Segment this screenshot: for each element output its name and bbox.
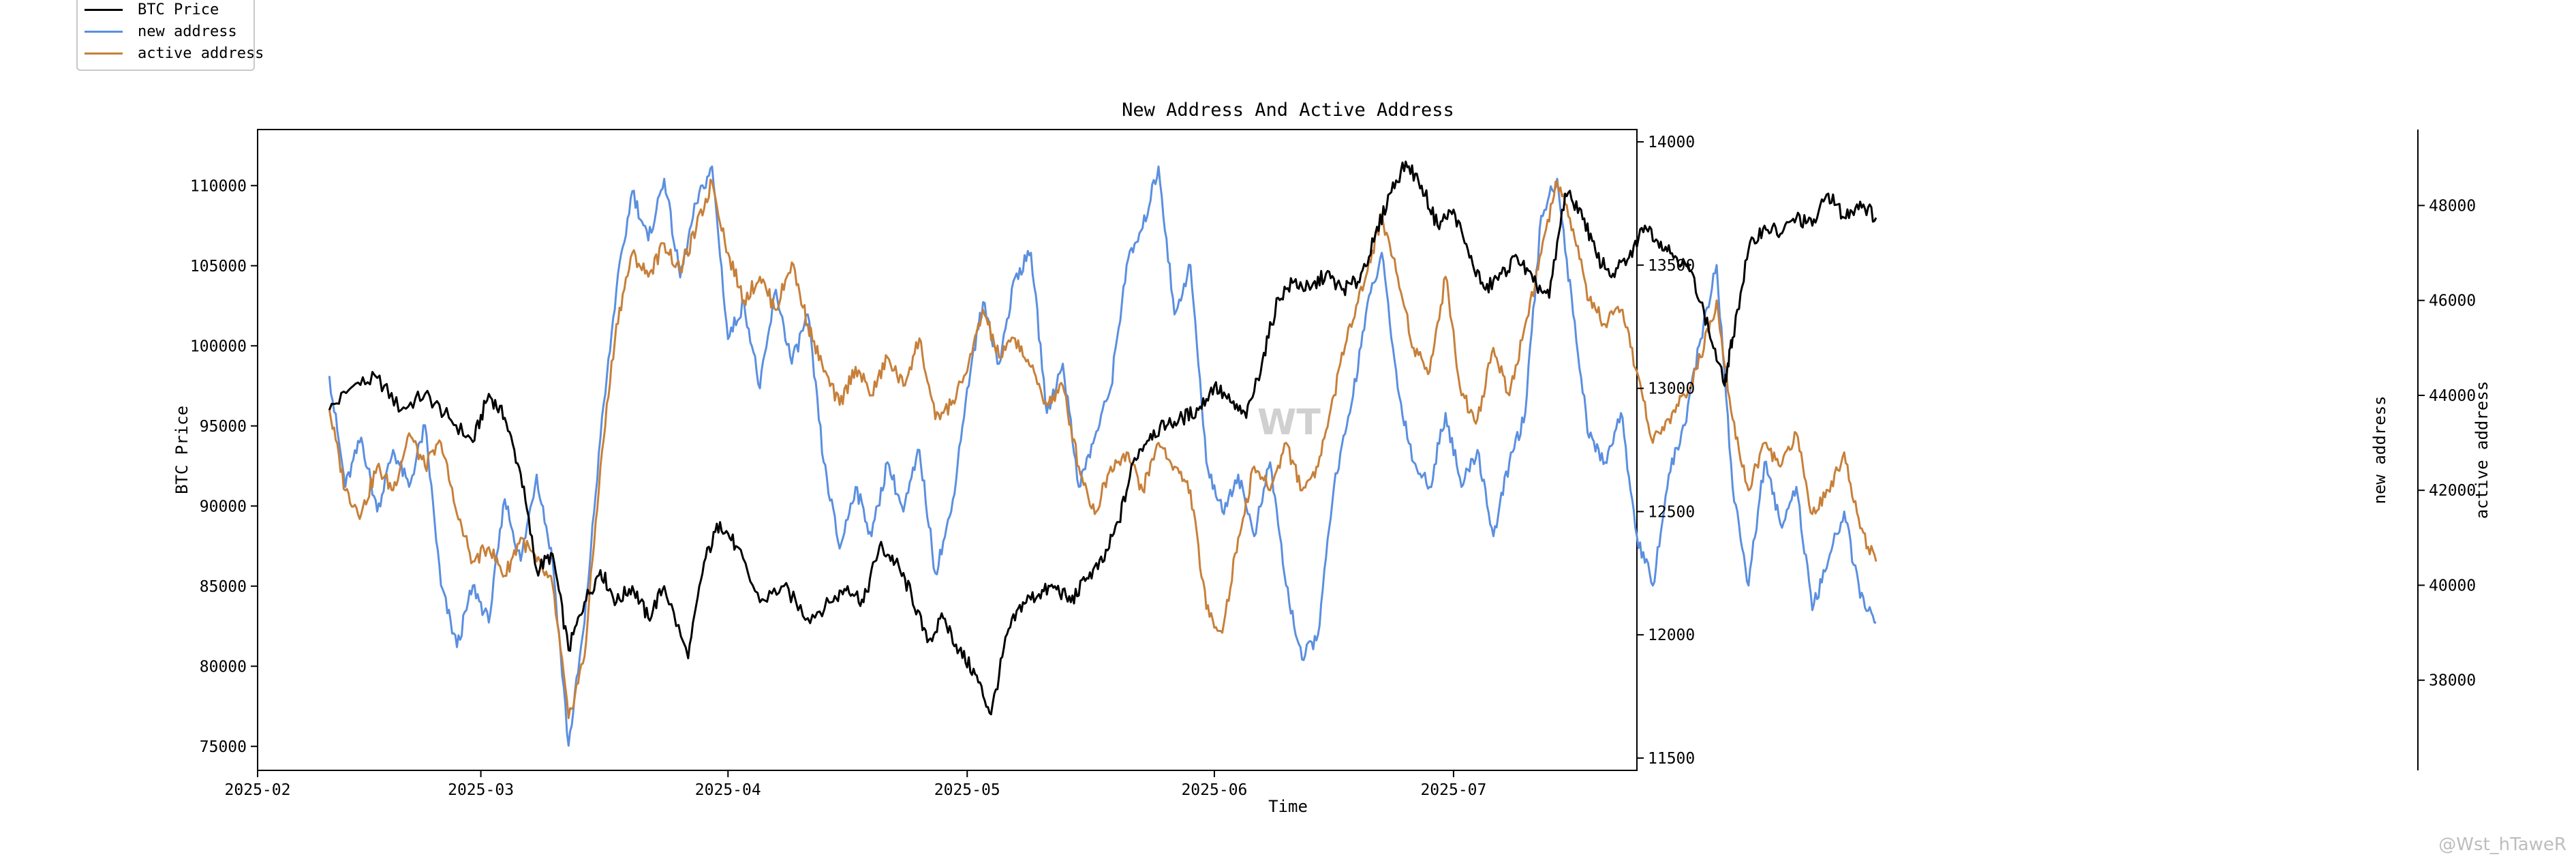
left-axis: 75000 80000 85000 90000 95000 100000 105000 110… <box>190 177 258 756</box>
legend-label: new address <box>138 22 237 40</box>
left-tick-label: 80000 <box>200 658 247 676</box>
right2-tick-label: 46000 <box>2429 292 2476 310</box>
right1-tick-label: 11500 <box>1648 750 1695 768</box>
left-tick-label: 75000 <box>200 738 247 756</box>
right2-tick-label: 44000 <box>2429 387 2476 405</box>
x-tick-label: 2025-03 <box>448 781 514 799</box>
watermark: @Wst_hTaweR <box>2438 834 2566 855</box>
right-axis-new-address: 11500 12000 12500 13000 13500 14000 <box>1637 134 1695 768</box>
legend-item-new-address: new address <box>85 20 237 42</box>
series-line-active-address <box>328 179 1877 719</box>
legend-label: BTC Price <box>138 1 219 18</box>
right2-axis-label: active address <box>2472 381 2491 519</box>
legend-label: active address <box>138 44 264 62</box>
x-axis-label: Time <box>1268 797 1308 816</box>
right2-tick-label: 40000 <box>2429 577 2476 594</box>
legend-swatch <box>85 52 123 55</box>
left-tick-label: 85000 <box>200 578 247 596</box>
legend-swatch <box>85 30 123 33</box>
legend-item-btc-price: BTC Price <box>85 0 219 20</box>
x-tick-label: 2025-04 <box>695 781 761 799</box>
chart-title: New Address And Active Address <box>1122 100 1454 121</box>
left-tick-label: 100000 <box>190 337 247 355</box>
right1-tick-label: 12000 <box>1648 627 1695 644</box>
legend: BTC Price new address active address <box>76 0 264 71</box>
x-tick-label: 2025-07 <box>1420 781 1486 799</box>
right2-tick-label: 42000 <box>2429 482 2476 500</box>
right1-tick-label: 14000 <box>1648 134 1695 151</box>
right1-axis-label: new address <box>2370 396 2389 504</box>
right2-tick-label: 48000 <box>2429 197 2476 215</box>
x-tick-label: 2025-02 <box>225 781 291 799</box>
legend-swatch <box>85 8 123 11</box>
left-tick-label: 95000 <box>200 418 247 436</box>
left-tick-label: 105000 <box>190 258 247 275</box>
right1-tick-label: 13500 <box>1648 257 1695 275</box>
right-axis-active-address: 38000 40000 42000 44000 46000 48000 <box>2417 130 2476 770</box>
center-watermark: WT <box>1257 402 1321 443</box>
left-axis-label: BTC Price <box>172 406 191 494</box>
series-line-btc-price <box>328 160 1877 716</box>
legend-item-active-address: active address <box>85 42 264 64</box>
left-tick-label: 90000 <box>200 498 247 515</box>
series-layer <box>328 160 1877 747</box>
right2-tick-label: 38000 <box>2429 672 2476 690</box>
right1-tick-label: 12500 <box>1648 503 1695 521</box>
right1-tick-label: 13000 <box>1648 380 1695 398</box>
plot-frame <box>257 129 1638 771</box>
left-tick-label: 110000 <box>190 177 247 195</box>
x-tick-label: 2025-06 <box>1181 781 1247 799</box>
x-axis: 2025-02 2025-03 2025-04 2025-05 2025-06 2025-… <box>225 770 1486 799</box>
x-tick-label: 2025-05 <box>934 781 1000 799</box>
